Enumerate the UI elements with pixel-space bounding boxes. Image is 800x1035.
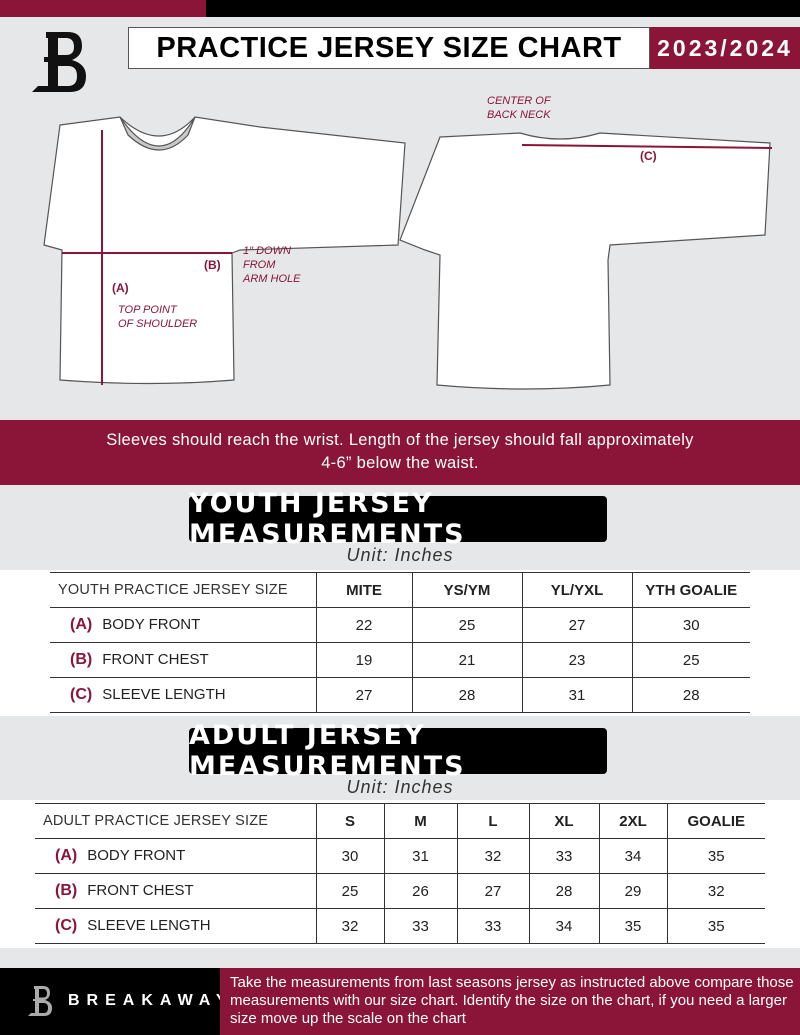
cell: 28 — [528, 873, 599, 909]
row-label: BODY FRONT — [87, 847, 186, 864]
table-row: (C) SLEEVE LENGTH 32 33 33 34 35 35 — [35, 908, 765, 944]
jersey-diagram — [43, 116, 773, 390]
breakaway-logo-small — [28, 986, 52, 1016]
header-cell: XL — [528, 803, 599, 839]
table-header-row: ADULT PRACTICE JERSEY SIZE S M L XL 2XL … — [35, 803, 765, 839]
header-cell: S — [315, 803, 384, 839]
table-row: (B) FRONT CHEST 19 21 23 25 — [50, 642, 750, 678]
cell: 30 — [631, 607, 750, 643]
table-header-row: YOUTH PRACTICE JERSEY SIZE MITE YS/YM YL… — [50, 572, 750, 608]
row-key: (C) — [55, 917, 78, 934]
cell: 29 — [598, 873, 667, 909]
youth-section-title: YOUTH JERSEY MEASUREMENTS — [189, 488, 607, 550]
season-badge: 2023/2024 — [650, 27, 800, 69]
table-row: (C) SLEEVE LENGTH 27 28 31 28 — [50, 677, 750, 713]
row-key: (B) — [55, 882, 78, 899]
row-key: (C) — [70, 686, 93, 703]
adult-section-title: ADULT JERSEY MEASUREMENTS — [189, 720, 607, 782]
label-b: (B) — [204, 258, 221, 272]
cell: 27 — [521, 607, 632, 643]
row-label: SLEEVE LENGTH — [102, 686, 226, 703]
row-key: (A) — [55, 847, 78, 864]
header-cell: MITE — [315, 572, 412, 608]
instructions-text: Sleeves should reach the wrist. Length o… — [106, 431, 694, 472]
cell: 32 — [315, 908, 384, 944]
header-cell: M — [383, 803, 457, 839]
cell: 35 — [666, 838, 765, 874]
cell: 33 — [528, 838, 599, 874]
cell: 31 — [383, 838, 457, 874]
cell: 21 — [411, 642, 522, 678]
table-row: (B) FRONT CHEST 25 26 27 28 29 32 — [35, 873, 765, 909]
cell: 22 — [315, 607, 412, 643]
cell: 32 — [666, 873, 765, 909]
adult-table: ADULT PRACTICE JERSEY SIZE S M L XL 2XL … — [35, 803, 765, 944]
label-a: (A) — [112, 281, 129, 295]
top-accent-bar — [0, 0, 206, 17]
cell: 33 — [456, 908, 529, 944]
cell: 34 — [528, 908, 599, 944]
header-cell: L — [456, 803, 529, 839]
footer-brand-name: BREAKAWAY — [68, 992, 234, 1009]
header-cell: YS/YM — [411, 572, 522, 608]
cell: 30 — [315, 838, 384, 874]
cell: 27 — [456, 873, 529, 909]
note-arm-hole: 1" DOWN FROM ARM HOLE — [243, 245, 301, 285]
row-key: (A) — [70, 616, 93, 633]
cell: 23 — [521, 642, 632, 678]
header-cell: GOALIE — [666, 803, 765, 839]
instructions-banner: Sleeves should reach the wrist. Length o… — [0, 420, 800, 485]
cell: 34 — [598, 838, 667, 874]
row-key: (B) — [70, 651, 93, 668]
cell: 33 — [383, 908, 457, 944]
row-label: FRONT CHEST — [87, 882, 194, 899]
cell: 25 — [315, 873, 384, 909]
cell: 25 — [631, 642, 750, 678]
adult-unit: Unit: Inches — [346, 777, 454, 797]
cell: 32 — [456, 838, 529, 874]
cell: 35 — [666, 908, 765, 944]
row-label: BODY FRONT — [102, 616, 201, 633]
header-cell: YOUTH PRACTICE JERSEY SIZE — [50, 572, 316, 608]
header-cell: 2XL — [598, 803, 667, 839]
youth-table: YOUTH PRACTICE JERSEY SIZE MITE YS/YM YL… — [50, 572, 750, 713]
label-c: (C) — [640, 149, 657, 163]
table-row: (A) BODY FRONT 30 31 32 33 34 35 — [35, 838, 765, 874]
cell: 26 — [383, 873, 457, 909]
cell: 28 — [631, 677, 750, 713]
table-row: (A) BODY FRONT 22 25 27 30 — [50, 607, 750, 643]
cell: 35 — [598, 908, 667, 944]
row-label: FRONT CHEST — [102, 651, 209, 668]
note-back-neck: CENTER OF BACK NECK — [487, 95, 551, 121]
row-label: SLEEVE LENGTH — [87, 917, 211, 934]
cell: 28 — [411, 677, 522, 713]
cell: 25 — [411, 607, 522, 643]
note-top-point: TOP POINT OF SHOULDER — [118, 304, 198, 330]
footer-brand: BREAKAWAY — [0, 968, 227, 1035]
cell: 27 — [315, 677, 412, 713]
header-cell: YL/YXL — [521, 572, 632, 608]
footer-instructions: Take the measurements from last seasons … — [220, 968, 800, 1035]
breakaway-logo — [32, 32, 86, 92]
youth-unit: Unit: Inches — [346, 545, 454, 565]
cell: 31 — [521, 677, 632, 713]
header-cell: ADULT PRACTICE JERSEY SIZE — [35, 803, 316, 839]
top-black-bar — [206, 0, 800, 17]
cell: 19 — [315, 642, 412, 678]
header-cell: YTH GOALIE — [631, 572, 750, 608]
page-title: PRACTICE JERSEY SIZE CHART — [128, 27, 650, 69]
